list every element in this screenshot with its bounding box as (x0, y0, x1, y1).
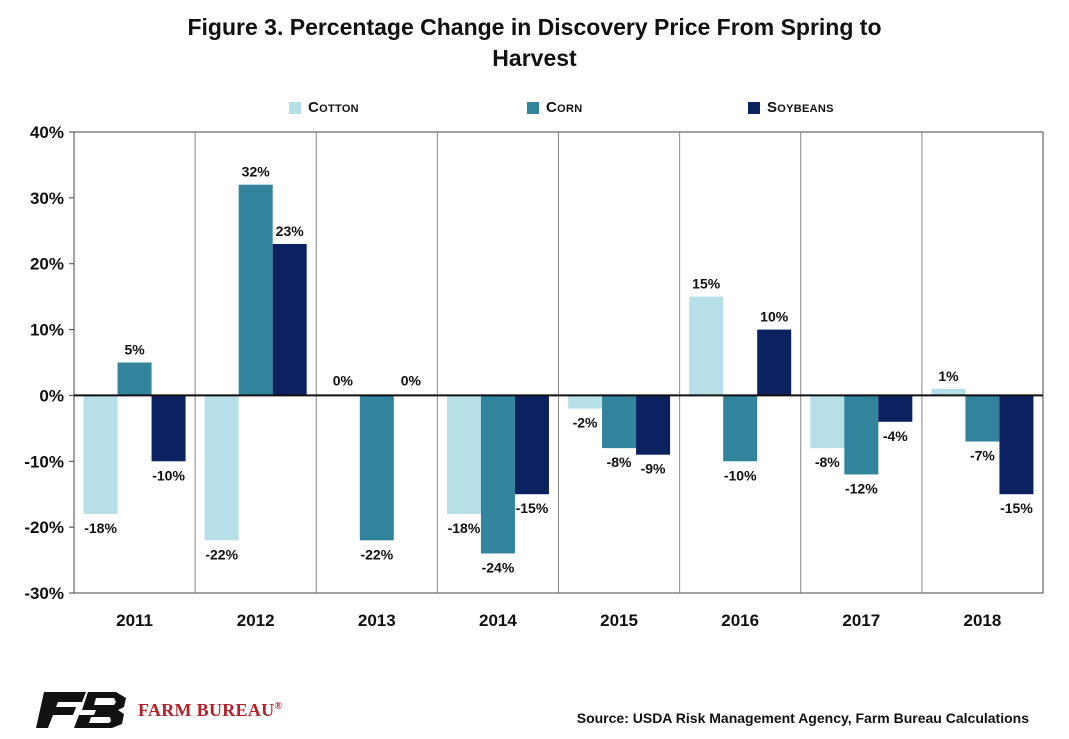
data-label-soybeans-2016: 10% (760, 309, 789, 325)
legend-swatch-cotton (289, 101, 301, 114)
data-label-soybeans-2013: 0% (401, 372, 422, 388)
legend-swatch-soybeans (748, 101, 760, 114)
data-label-corn-2014: -24% (482, 559, 515, 575)
x-axis-tick-label: 2017 (842, 611, 880, 630)
bar-cotton-2015 (568, 395, 603, 409)
x-axis-tick-label: 2014 (479, 611, 517, 630)
legend-item-corn: Corn (527, 99, 582, 116)
bar-cotton-2012 (204, 395, 239, 541)
data-label-cotton-2012: -22% (205, 546, 238, 562)
source-note: Source: USDA Risk Management Agency, Far… (576, 710, 1029, 726)
data-label-corn-2015: -8% (607, 454, 632, 470)
chart-title-line-2: Harvest (492, 45, 577, 71)
data-label-corn-2016: -10% (724, 467, 757, 483)
bar-soybeans-2011 (151, 395, 186, 462)
data-label-cotton-2014: -18% (448, 520, 481, 536)
bar-soybeans-2016 (757, 329, 792, 396)
x-axis-tick-label: 2018 (964, 611, 1002, 630)
farm-bureau-logo: FARM BUREAU® (36, 690, 282, 730)
bar-soybeans-2014 (514, 395, 549, 495)
data-label-corn-2018: -7% (970, 448, 995, 464)
bar-corn-2014 (480, 395, 515, 554)
x-axis-tick-label: 2013 (358, 611, 396, 630)
x-axis-tick-label: 2012 (237, 611, 275, 630)
bar-corn-2018 (965, 395, 1000, 442)
data-label-soybeans-2018: -15% (1000, 500, 1033, 516)
legend-label-soybeans: Soybeans (767, 99, 834, 116)
bar-soybeans-2015 (636, 395, 671, 455)
data-label-cotton-2013: 0% (333, 372, 354, 388)
data-label-soybeans-2014: -15% (516, 500, 549, 516)
data-label-soybeans-2011: -10% (152, 467, 185, 483)
data-label-soybeans-2017: -4% (883, 428, 908, 444)
chart-title: Figure 3. Percentage Change in Discovery… (0, 12, 1069, 74)
farm-bureau-logo-text: FARM BUREAU® (138, 699, 283, 720)
legend-item-cotton: Cotton (289, 99, 359, 116)
legend-item-soybeans: Soybeans (748, 99, 834, 116)
x-axis-tick-label: 2016 (721, 611, 759, 630)
bar-soybeans-2012 (272, 243, 307, 396)
legend-label-cotton: Cotton (308, 99, 359, 116)
data-label-cotton-2015: -2% (573, 415, 598, 431)
y-axis-tick-label: 10% (30, 321, 64, 340)
bar-corn-2012 (238, 184, 273, 396)
bar-cotton-2016 (689, 296, 724, 396)
x-axis-tick-label: 2011 (116, 611, 153, 630)
y-axis-tick-label: 20% (30, 255, 64, 274)
data-label-corn-2017: -12% (845, 480, 878, 496)
y-axis-tick-label: -30% (24, 584, 64, 603)
bar-soybeans-2018 (999, 395, 1034, 495)
x-axis-tick-label: 2015 (600, 611, 638, 630)
bar-corn-2013 (359, 395, 394, 541)
data-label-soybeans-2015: -9% (641, 461, 666, 477)
data-label-cotton-2017: -8% (815, 454, 840, 470)
data-label-corn-2011: 5% (124, 342, 145, 358)
bar-cotton-2014 (446, 395, 481, 514)
bar-corn-2016 (723, 395, 758, 462)
chart-legend: Cotton Corn Soybeans (0, 99, 1069, 121)
data-label-cotton-2018: 1% (938, 368, 959, 384)
legend-swatch-corn (527, 101, 539, 114)
chart-title-line-1: Figure 3. Percentage Change in Discovery… (187, 14, 882, 40)
bar-corn-2017 (844, 395, 879, 475)
data-label-corn-2013: -22% (360, 546, 393, 562)
farm-bureau-emblem-icon (36, 692, 126, 728)
y-axis-tick-label: 0% (39, 386, 64, 405)
data-label-corn-2012: 32% (242, 164, 271, 180)
legend-label-corn: Corn (546, 99, 583, 116)
y-axis-tick-label: 30% (30, 189, 64, 208)
bar-cotton-2018 (931, 388, 966, 396)
data-label-cotton-2016: 15% (692, 276, 721, 292)
bar-soybeans-2017 (878, 395, 913, 422)
y-axis-tick-label: -20% (24, 518, 64, 537)
y-axis-tick-label: 40% (30, 123, 64, 142)
y-axis-tick-label: -10% (24, 452, 64, 471)
bar-corn-2011 (117, 362, 152, 396)
bar-cotton-2017 (810, 395, 845, 449)
data-label-soybeans-2012: 23% (276, 223, 305, 239)
bar-cotton-2011 (83, 395, 118, 514)
bar-corn-2015 (602, 395, 637, 449)
data-label-cotton-2011: -18% (84, 520, 117, 536)
